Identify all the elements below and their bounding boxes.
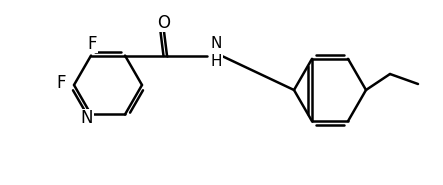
Text: F: F — [56, 74, 66, 92]
Text: O: O — [158, 14, 171, 32]
Text: F: F — [87, 35, 97, 53]
Text: N: N — [81, 110, 93, 127]
Text: N
H: N H — [211, 36, 222, 69]
